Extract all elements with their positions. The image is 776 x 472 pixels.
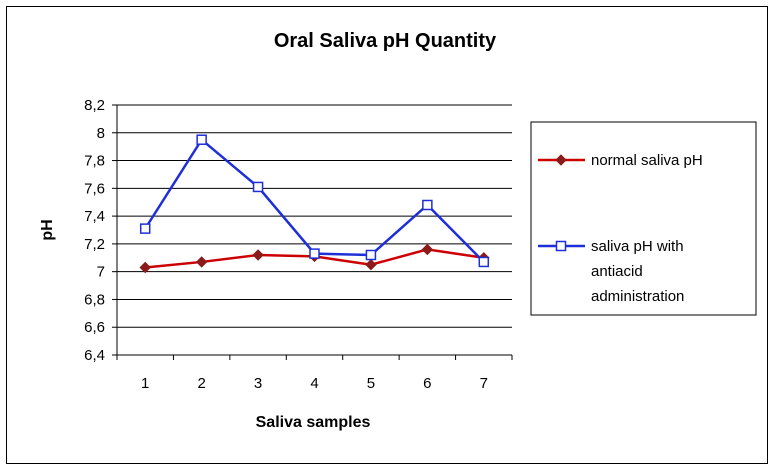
y-tick-label: 6,6 bbox=[84, 319, 105, 336]
y-axis-title: pH bbox=[39, 219, 56, 240]
legend-label: administration bbox=[591, 288, 684, 305]
series-2-point bbox=[139, 223, 151, 234]
y-tick-label: 6,8 bbox=[84, 291, 105, 308]
y-tick-label: 7,6 bbox=[84, 180, 105, 197]
x-tick-label: 4 bbox=[310, 375, 318, 392]
y-tick-label: 7,8 bbox=[84, 153, 105, 170]
y-tick-label: 6,4 bbox=[84, 347, 105, 364]
legend-label: normal saliva pH bbox=[591, 152, 703, 169]
legend: normal saliva pH saliva pH with antiacid ad… bbox=[530, 121, 757, 316]
x-tick-label: 5 bbox=[367, 375, 375, 392]
y-tick-label: 8 bbox=[97, 125, 105, 142]
legend-label: antiacid bbox=[591, 263, 643, 280]
legend-box bbox=[530, 121, 757, 316]
series-1-point bbox=[139, 261, 151, 274]
y-tick-label: 7,4 bbox=[84, 208, 105, 225]
series-lines bbox=[139, 134, 490, 274]
series-1-point bbox=[195, 256, 208, 268]
legend-marker-2 bbox=[555, 240, 567, 252]
series-2-point bbox=[365, 249, 377, 261]
series-2-point bbox=[309, 248, 320, 259]
series-2-point bbox=[478, 256, 490, 268]
y-tick-label: 7,2 bbox=[84, 236, 105, 253]
x-tick-label: 6 bbox=[423, 375, 431, 392]
tick-labels: 6,4 6,6 6,8 7 7,2 7,4 7,6 7,8 8 8,2 1 2 3 4 5 6 7 bbox=[84, 97, 488, 392]
series-2-point bbox=[196, 134, 207, 145]
series-2-point bbox=[422, 199, 433, 211]
legend-label: saliva pH with bbox=[591, 238, 684, 255]
y-tick-label: 8,2 bbox=[84, 97, 105, 114]
series-1-point bbox=[421, 243, 434, 256]
y-tick-label: 7 bbox=[97, 264, 105, 281]
series-1-point bbox=[252, 249, 264, 261]
legend-marker-1 bbox=[555, 154, 567, 166]
x-axis-title: Saliva samples bbox=[256, 414, 371, 431]
chart-title: Oral Saliva pH Quantity bbox=[274, 30, 497, 52]
series-2-point bbox=[252, 181, 264, 193]
x-tick-label: 2 bbox=[197, 375, 205, 392]
x-tick-label: 3 bbox=[254, 375, 262, 392]
x-tick-label: 7 bbox=[480, 375, 488, 392]
series-1-point bbox=[365, 259, 377, 271]
axes bbox=[112, 104, 513, 360]
x-tick-label: 1 bbox=[141, 375, 149, 392]
